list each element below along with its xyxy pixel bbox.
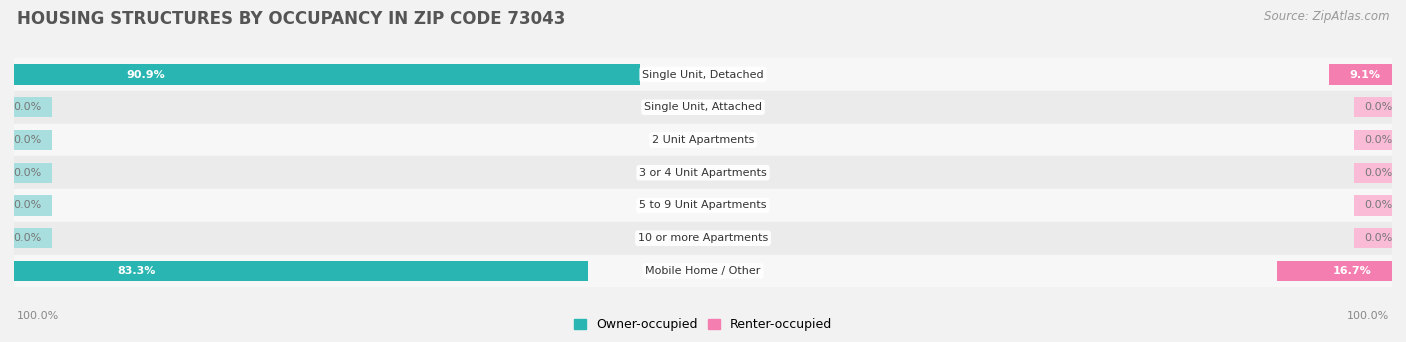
Text: 16.7%: 16.7%: [1333, 266, 1371, 276]
Bar: [14, 261, 588, 281]
Bar: [1354, 97, 1392, 117]
Text: Single Unit, Detached: Single Unit, Detached: [643, 69, 763, 79]
Bar: [1354, 195, 1392, 215]
Legend: Owner-occupied, Renter-occupied: Owner-occupied, Renter-occupied: [574, 318, 832, 331]
Text: 0.0%: 0.0%: [1364, 200, 1392, 210]
Text: Mobile Home / Other: Mobile Home / Other: [645, 266, 761, 276]
Text: 5 to 9 Unit Apartments: 5 to 9 Unit Apartments: [640, 200, 766, 210]
Text: 100.0%: 100.0%: [1347, 312, 1389, 321]
Text: 0.0%: 0.0%: [1364, 102, 1392, 112]
Text: 83.3%: 83.3%: [117, 266, 156, 276]
Bar: [14, 64, 640, 85]
Text: 0.0%: 0.0%: [14, 200, 42, 210]
Text: 0.0%: 0.0%: [14, 233, 42, 243]
Text: 0.0%: 0.0%: [14, 135, 42, 145]
Bar: [14, 97, 52, 117]
Text: 0.0%: 0.0%: [1364, 168, 1392, 178]
Text: 0.0%: 0.0%: [1364, 233, 1392, 243]
Text: 3 or 4 Unit Apartments: 3 or 4 Unit Apartments: [640, 168, 766, 178]
Bar: [1354, 130, 1392, 150]
Text: 90.9%: 90.9%: [127, 69, 166, 79]
Bar: [14, 189, 1392, 222]
Bar: [14, 130, 52, 150]
Bar: [1354, 162, 1392, 183]
Bar: [14, 162, 52, 183]
Bar: [14, 195, 52, 215]
Text: 10 or more Apartments: 10 or more Apartments: [638, 233, 768, 243]
Bar: [14, 58, 1392, 91]
Bar: [14, 156, 1392, 189]
Text: HOUSING STRUCTURES BY OCCUPANCY IN ZIP CODE 73043: HOUSING STRUCTURES BY OCCUPANCY IN ZIP C…: [17, 10, 565, 28]
Bar: [14, 91, 1392, 123]
Bar: [14, 123, 1392, 156]
Text: 0.0%: 0.0%: [14, 168, 42, 178]
Bar: [14, 222, 1392, 254]
Text: Source: ZipAtlas.com: Source: ZipAtlas.com: [1264, 10, 1389, 23]
Text: 9.1%: 9.1%: [1350, 69, 1381, 79]
Bar: [1277, 261, 1392, 281]
Text: 100.0%: 100.0%: [17, 312, 59, 321]
Text: 0.0%: 0.0%: [1364, 135, 1392, 145]
Bar: [1354, 228, 1392, 248]
Text: 0.0%: 0.0%: [14, 102, 42, 112]
Text: Single Unit, Attached: Single Unit, Attached: [644, 102, 762, 112]
Bar: [1329, 64, 1392, 85]
Bar: [14, 228, 52, 248]
Bar: [14, 254, 1392, 287]
Text: 2 Unit Apartments: 2 Unit Apartments: [652, 135, 754, 145]
